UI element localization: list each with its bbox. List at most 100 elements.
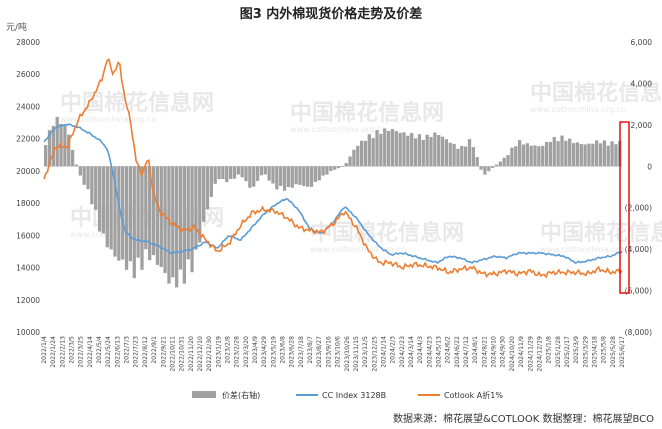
spread-bar (490, 166, 495, 168)
spread-bar (44, 145, 48, 167)
spread-bar (398, 132, 402, 167)
spread-bar (595, 140, 599, 167)
spread-bar (487, 166, 491, 172)
cc-index-line (43, 123, 623, 264)
spread-bar (51, 125, 55, 167)
y-tick-label: 24000 (16, 102, 40, 111)
spread-bar (213, 166, 217, 184)
x-tick-label: 2022/12/10 (197, 336, 204, 372)
x-tick-label: 2022/6/13 (114, 336, 121, 368)
legend: 价差(右轴) CC Index 3128B Cotlook A折1% (192, 390, 503, 400)
x-tick-label: 2023/2/8 (224, 336, 231, 364)
x-tick-label: 2024/9/10 (491, 336, 498, 368)
spread-bar (175, 166, 179, 288)
x-tick-label: 2022/5/24 (105, 336, 112, 368)
spread-bar (128, 166, 133, 262)
spread-bar (475, 157, 479, 167)
x-tick-label: 2025/3/9 (573, 336, 580, 364)
y-tick-label: 16000 (16, 231, 40, 240)
x-tick-label: 2024/1/14 (380, 336, 387, 368)
x-tick-label: 2025/1/28 (555, 336, 562, 368)
spread-bar (598, 143, 603, 167)
x-tick-label: 2023/8/7 (307, 336, 314, 364)
x-tick-label: 2023/8/27 (316, 336, 323, 368)
spread-bar (136, 166, 140, 258)
x-tick-label: 2022/3/25 (78, 336, 85, 368)
spread-bar (171, 166, 175, 278)
spread-bar (101, 166, 106, 234)
spread-bar (228, 166, 233, 179)
spread-bar (55, 116, 59, 167)
spread-bar (317, 166, 321, 181)
spread-bar (498, 161, 502, 167)
spread-bar (194, 166, 198, 250)
legend-spread-label: 价差(右轴) (222, 390, 260, 400)
spread-bar (448, 142, 452, 167)
spread-bar (456, 148, 460, 167)
spread-bar (259, 166, 264, 176)
spread-bar (144, 166, 148, 250)
spread-bar (444, 139, 449, 167)
spread-bar (201, 166, 206, 222)
y2-tick-label: (2,000) (625, 204, 652, 213)
spread-bar (537, 146, 541, 167)
spread-bar (282, 166, 287, 191)
y2-tick-label: (6,000) (625, 287, 652, 296)
x-tick-label: 2023/1/19 (215, 336, 222, 368)
x-tick-label: 2024/4/3 (417, 336, 424, 364)
spread-bar (510, 147, 514, 167)
spread-bar (306, 166, 310, 187)
spread-bar (63, 124, 67, 167)
spread-bar (348, 156, 352, 167)
spread-bar (255, 166, 260, 181)
x-tick-label: 2022/12/30 (206, 336, 213, 372)
spread-bar (167, 166, 171, 284)
spread-bar (182, 166, 186, 284)
spread-bar (340, 166, 344, 167)
x-tick-label: 2025/5/8 (601, 336, 608, 364)
spread-bar (309, 166, 314, 187)
y-tick-label: 12000 (16, 296, 40, 305)
spread-bar (232, 166, 237, 179)
spread-bar (514, 146, 518, 167)
x-tick-label: 2025/3/29 (582, 336, 589, 368)
y-tick-label: 18000 (16, 199, 40, 208)
x-tick-label: 2022/7/23 (133, 336, 140, 368)
spread-bar (506, 155, 510, 167)
spread-bar (483, 166, 487, 175)
y2-tick-label: 4,000 (631, 79, 653, 88)
spread-bar (279, 166, 283, 186)
spread-bar (240, 166, 244, 178)
x-tick-label: 2025/6/17 (619, 336, 626, 368)
spread-bar (252, 166, 256, 187)
spread-bar (344, 163, 348, 167)
spread-bar (494, 164, 499, 167)
watermark-url: www.cottonchina.org.cn (310, 245, 406, 254)
spread-bar (359, 140, 364, 167)
x-tick-label: 2023/2/28 (234, 336, 241, 368)
y-tick-label: 14000 (16, 264, 40, 273)
spread-bar (587, 143, 591, 167)
x-tick-label: 2023/12/5 (362, 336, 369, 368)
chart-title: 图3 内外棉现货价格走势及价差 (239, 7, 423, 22)
spread-bar (333, 166, 337, 170)
spread-bar (217, 166, 221, 180)
spread-bar (90, 166, 94, 205)
spread-bar (117, 166, 121, 261)
x-tick-label: 2025/5/28 (610, 336, 617, 368)
spread-bar (417, 134, 422, 167)
spread-bar (413, 138, 418, 167)
spread-bar (178, 166, 183, 270)
y-tick-label: 28000 (16, 38, 40, 47)
x-tick-label: 2023/10/26 (344, 336, 351, 372)
spread-bar (356, 145, 360, 167)
watermark-url: www.cottonchina.org.cn (540, 245, 636, 254)
legend-cc-label: CC Index 3128B (322, 391, 386, 400)
spread-bar (521, 144, 526, 167)
spread-bar (541, 145, 545, 167)
spread-bar (294, 166, 298, 185)
x-tick-label: 2024/12/19 (536, 336, 543, 372)
spread-bar (109, 166, 113, 250)
